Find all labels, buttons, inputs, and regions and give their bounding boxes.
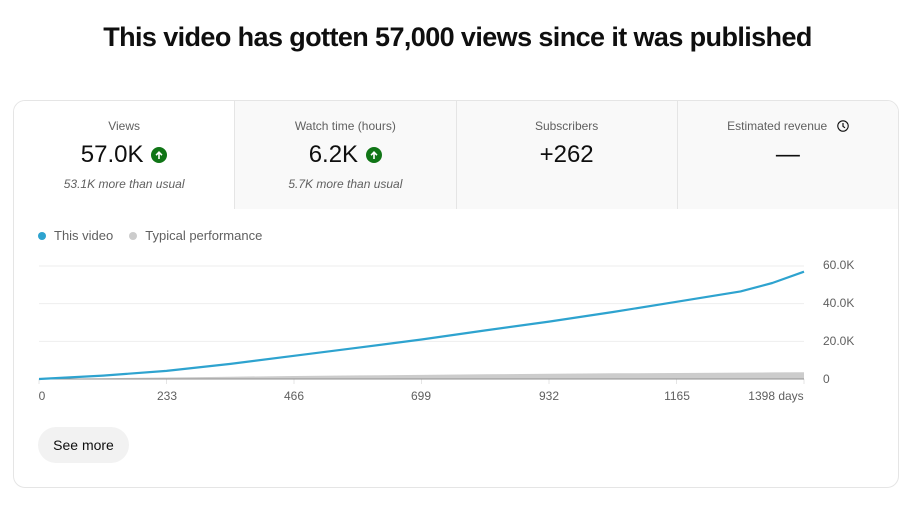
y-tick-label: 20.0K (823, 334, 855, 348)
legend-label: Typical performance (145, 228, 263, 243)
y-tick-label: 40.0K (823, 296, 855, 310)
metric-label: Watch time (hours) (294, 119, 396, 133)
metric-value: — (775, 141, 800, 168)
metric-value: 57.0K (80, 141, 144, 168)
metric-label: Estimated revenue (727, 119, 828, 133)
x-tick-label: 0 (38, 389, 46, 403)
metric-value: 6.2K (308, 141, 359, 168)
metric-tab-views[interactable]: Views 57.0K 53.1K more than usual (14, 101, 235, 209)
metric-value: +262 (539, 141, 594, 168)
metric-comparison: 53.1K more than usual (63, 177, 185, 191)
legend-item-this-video: This video (38, 228, 113, 243)
metric-value-row: +262 (457, 141, 677, 169)
legend-item-typical-performance: Typical performance (129, 228, 262, 243)
chart-plot (38, 265, 805, 384)
chart-legend: This video Typical performance (38, 228, 262, 243)
metric-value-row: 6.2K (235, 141, 455, 169)
x-tick-label: 1165 (664, 389, 690, 403)
metric-label: Subscribers (534, 119, 599, 133)
legend-label: This video (54, 228, 114, 243)
legend-dot-icon (129, 231, 138, 240)
metric-value-row: — (678, 141, 898, 169)
x-tick-label: 932 (538, 389, 560, 403)
metric-label-row: Estimated revenue (678, 119, 898, 133)
clock-icon[interactable] (836, 120, 849, 132)
x-tick-label: 699 (410, 389, 432, 403)
metric-tab-watch-time[interactable]: Watch time (hours) 6.2K 5.7K more than u… (234, 101, 456, 209)
metric-tab-subscribers[interactable]: Subscribers +262 (455, 101, 677, 209)
metric-tabs: Views 57.0K 53.1K more than usual Watch … (14, 101, 898, 209)
arrow-up-circle-icon (151, 147, 168, 163)
page-title: This video has gotten 57,000 views since… (103, 22, 812, 52)
x-tick-label: 1398 days (748, 389, 804, 403)
arrow-up-circle-icon (366, 147, 383, 163)
metric-value-row: 57.0K (14, 141, 234, 169)
views-line-chart: 60.0K 40.0K 20.0K 0 0 233 466 699 932 11… (14, 251, 898, 411)
y-tick-label: 0 (823, 372, 830, 386)
x-tick-label: 233 (156, 389, 178, 403)
metric-label: Views (108, 119, 141, 133)
analytics-card: Views 57.0K 53.1K more than usual Watch … (13, 100, 899, 488)
metric-comparison: 5.7K more than usual (288, 177, 403, 191)
metric-tab-estimated-revenue[interactable]: Estimated revenue — (676, 101, 898, 209)
x-tick-label: 466 (283, 389, 305, 403)
legend-dot-icon (38, 231, 46, 240)
see-more-button[interactable]: See more (38, 427, 129, 463)
y-tick-label: 60.0K (823, 258, 855, 272)
